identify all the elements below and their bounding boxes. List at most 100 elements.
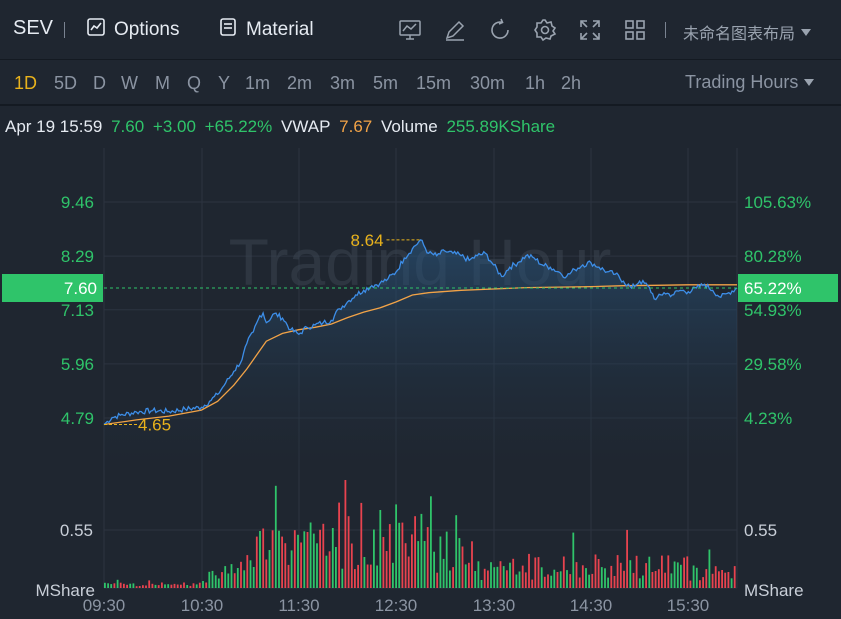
volume-bar xyxy=(433,551,435,588)
settings-gear-icon[interactable] xyxy=(533,18,557,42)
volume-bar xyxy=(217,578,220,588)
volume-bar xyxy=(632,572,635,588)
volume-bar xyxy=(281,536,283,588)
volume-bar xyxy=(328,551,331,588)
tf-1d[interactable]: 1D xyxy=(14,73,38,93)
quote-info-line: Apr 19 15:59 7.60 +3.00 +65.22% VWAP 7.6… xyxy=(5,117,559,137)
volume-bar xyxy=(578,577,581,588)
tf-1m[interactable]: 1m xyxy=(245,73,271,93)
volume-bar xyxy=(692,565,695,588)
tf-d[interactable]: D xyxy=(93,73,106,93)
volume-bar xyxy=(293,530,296,588)
volume-bar xyxy=(236,568,239,588)
volume-bar xyxy=(123,583,125,588)
price-tick: 4.79 xyxy=(61,409,94,428)
volume-bar xyxy=(733,566,736,588)
volume-bar xyxy=(138,586,141,588)
volume-bar xyxy=(262,528,265,588)
volume-bar xyxy=(477,561,480,588)
chart-indicator-icon[interactable] xyxy=(398,18,422,42)
volume-bar xyxy=(483,568,486,588)
tf-5d[interactable]: 5D xyxy=(54,73,78,93)
volume-bar xyxy=(306,532,309,588)
volume-bar xyxy=(278,530,280,588)
volume-bar xyxy=(369,564,372,588)
fullscreen-icon[interactable] xyxy=(578,18,602,42)
time-axis: 09:30 10:30 11:30 12:30 13:30 14:30 15:30 xyxy=(83,596,710,615)
volume-bar xyxy=(151,583,154,588)
volume-bar xyxy=(572,532,575,588)
tf-15m[interactable]: 15m xyxy=(416,73,452,93)
percent-tick: 105.63% xyxy=(744,193,811,212)
volume-bar xyxy=(354,569,356,588)
tf-2h[interactable]: 2h xyxy=(561,73,582,93)
tf-y[interactable]: Y xyxy=(218,73,231,93)
trading-hours-dropdown[interactable]: Trading Hours xyxy=(685,72,815,93)
tf-5m[interactable]: 5m xyxy=(373,73,399,93)
volume-bar xyxy=(271,530,274,588)
volume-bar xyxy=(205,582,208,588)
volume-bar xyxy=(119,582,122,588)
volume-bar xyxy=(426,527,429,588)
quote-datetime: Apr 19 15:59 xyxy=(5,117,103,136)
volume-bar xyxy=(366,564,369,588)
volume-bar xyxy=(183,582,185,588)
volume-bar xyxy=(680,564,682,588)
volume-bar xyxy=(721,570,723,588)
volume-bar xyxy=(490,562,492,588)
chevron-down-icon xyxy=(804,79,815,86)
volume-bar xyxy=(638,578,641,588)
volume-bar xyxy=(132,583,135,588)
volume-bar xyxy=(496,566,499,588)
volume-bar xyxy=(297,534,299,588)
volume-bar xyxy=(227,573,230,588)
tf-1h[interactable]: 1h xyxy=(525,73,546,93)
options-button[interactable]: Options xyxy=(86,17,179,43)
grid-layout-icon[interactable] xyxy=(623,18,647,42)
volume-bar xyxy=(449,570,451,588)
volume-bar xyxy=(195,584,198,588)
volume-bars xyxy=(104,480,736,588)
trading-hours-label: Trading Hours xyxy=(685,72,799,92)
volume-bar xyxy=(702,577,704,588)
tf-q[interactable]: Q xyxy=(187,73,202,93)
volume-bar xyxy=(154,584,157,588)
volume-bar xyxy=(540,567,543,588)
chevron-down-icon xyxy=(801,28,812,36)
tf-2m[interactable]: 2m xyxy=(287,73,313,93)
volume-bar xyxy=(556,572,559,588)
volume-bar xyxy=(198,582,201,588)
volume-bar xyxy=(284,543,287,588)
tf-30m[interactable]: 30m xyxy=(470,73,506,93)
material-button[interactable]: Material xyxy=(218,17,314,43)
volume-bar xyxy=(331,528,334,588)
volume-bar xyxy=(648,556,651,588)
symbol-ticker[interactable]: SEV xyxy=(13,17,54,39)
current-pct-badge-right: 65.22% xyxy=(738,274,838,302)
refresh-icon[interactable] xyxy=(488,18,512,42)
volume-bar xyxy=(528,553,530,588)
price-area-fill xyxy=(104,239,737,470)
draw-pen-icon[interactable] xyxy=(443,18,467,42)
volume-bar xyxy=(325,555,328,588)
volume-bar xyxy=(474,571,477,588)
tf-3m[interactable]: 3m xyxy=(330,73,356,93)
volume-bar xyxy=(547,574,549,588)
volume-bar xyxy=(714,566,717,588)
volume-bar xyxy=(689,580,692,588)
volume-bar xyxy=(104,582,106,588)
volume-bar xyxy=(664,572,666,588)
tf-w[interactable]: W xyxy=(121,73,138,93)
volume-bar xyxy=(569,574,572,588)
volume-bar xyxy=(180,584,182,588)
volume-value: 255.89KShare xyxy=(446,117,556,136)
layout-dropdown[interactable]: 未命名图表布局 xyxy=(683,20,812,44)
volume-bar xyxy=(626,529,628,588)
volume-bar xyxy=(699,580,701,588)
volume-bar xyxy=(249,560,252,588)
volume-bar xyxy=(537,557,540,588)
current-pct-badge-text: 65.22% xyxy=(744,279,802,298)
volume-bar xyxy=(176,584,179,588)
tf-m[interactable]: M xyxy=(155,73,170,93)
